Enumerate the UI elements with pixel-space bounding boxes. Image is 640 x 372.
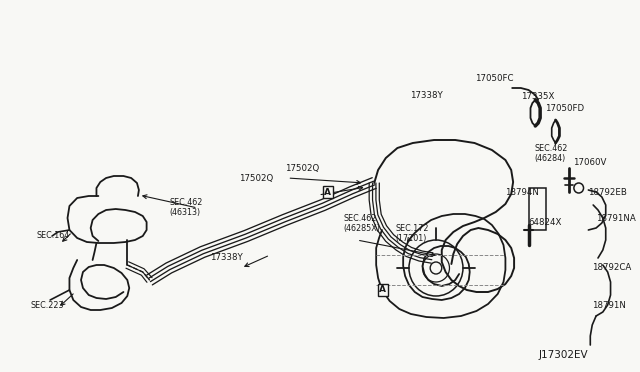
Text: 17502Q: 17502Q [285, 164, 319, 173]
Text: 64824X: 64824X [529, 218, 562, 227]
Text: 17335X: 17335X [521, 92, 554, 100]
Text: 18792CA: 18792CA [592, 263, 632, 273]
Text: 18791NA: 18791NA [596, 214, 636, 222]
Text: (17201): (17201) [396, 234, 427, 243]
Text: SEC.462: SEC.462 [170, 198, 203, 206]
Text: 17338Y: 17338Y [211, 253, 243, 263]
Text: SEC.223: SEC.223 [31, 301, 65, 310]
Text: SEC.172: SEC.172 [396, 224, 429, 232]
Text: 17060V: 17060V [573, 157, 606, 167]
Text: SEC.164: SEC.164 [36, 231, 70, 240]
Text: 17338Y: 17338Y [410, 90, 443, 99]
Text: (46284): (46284) [534, 154, 566, 163]
Text: 17050FC: 17050FC [476, 74, 514, 83]
Text: A: A [324, 187, 332, 196]
Bar [529, 188, 546, 230]
Text: J17302EV: J17302EV [538, 350, 588, 360]
Text: 17502Q: 17502Q [239, 173, 273, 183]
Text: (46313): (46313) [170, 208, 201, 217]
Text: 18794N: 18794N [506, 187, 540, 196]
Text: SEC.462: SEC.462 [534, 144, 568, 153]
Text: 17050FD: 17050FD [545, 103, 584, 112]
Text: 18792EB: 18792EB [588, 187, 627, 196]
Text: SEC.462: SEC.462 [344, 214, 377, 222]
Text: A: A [380, 285, 387, 295]
Text: (46285X): (46285X) [344, 224, 380, 232]
Text: 18791N: 18791N [592, 301, 626, 310]
